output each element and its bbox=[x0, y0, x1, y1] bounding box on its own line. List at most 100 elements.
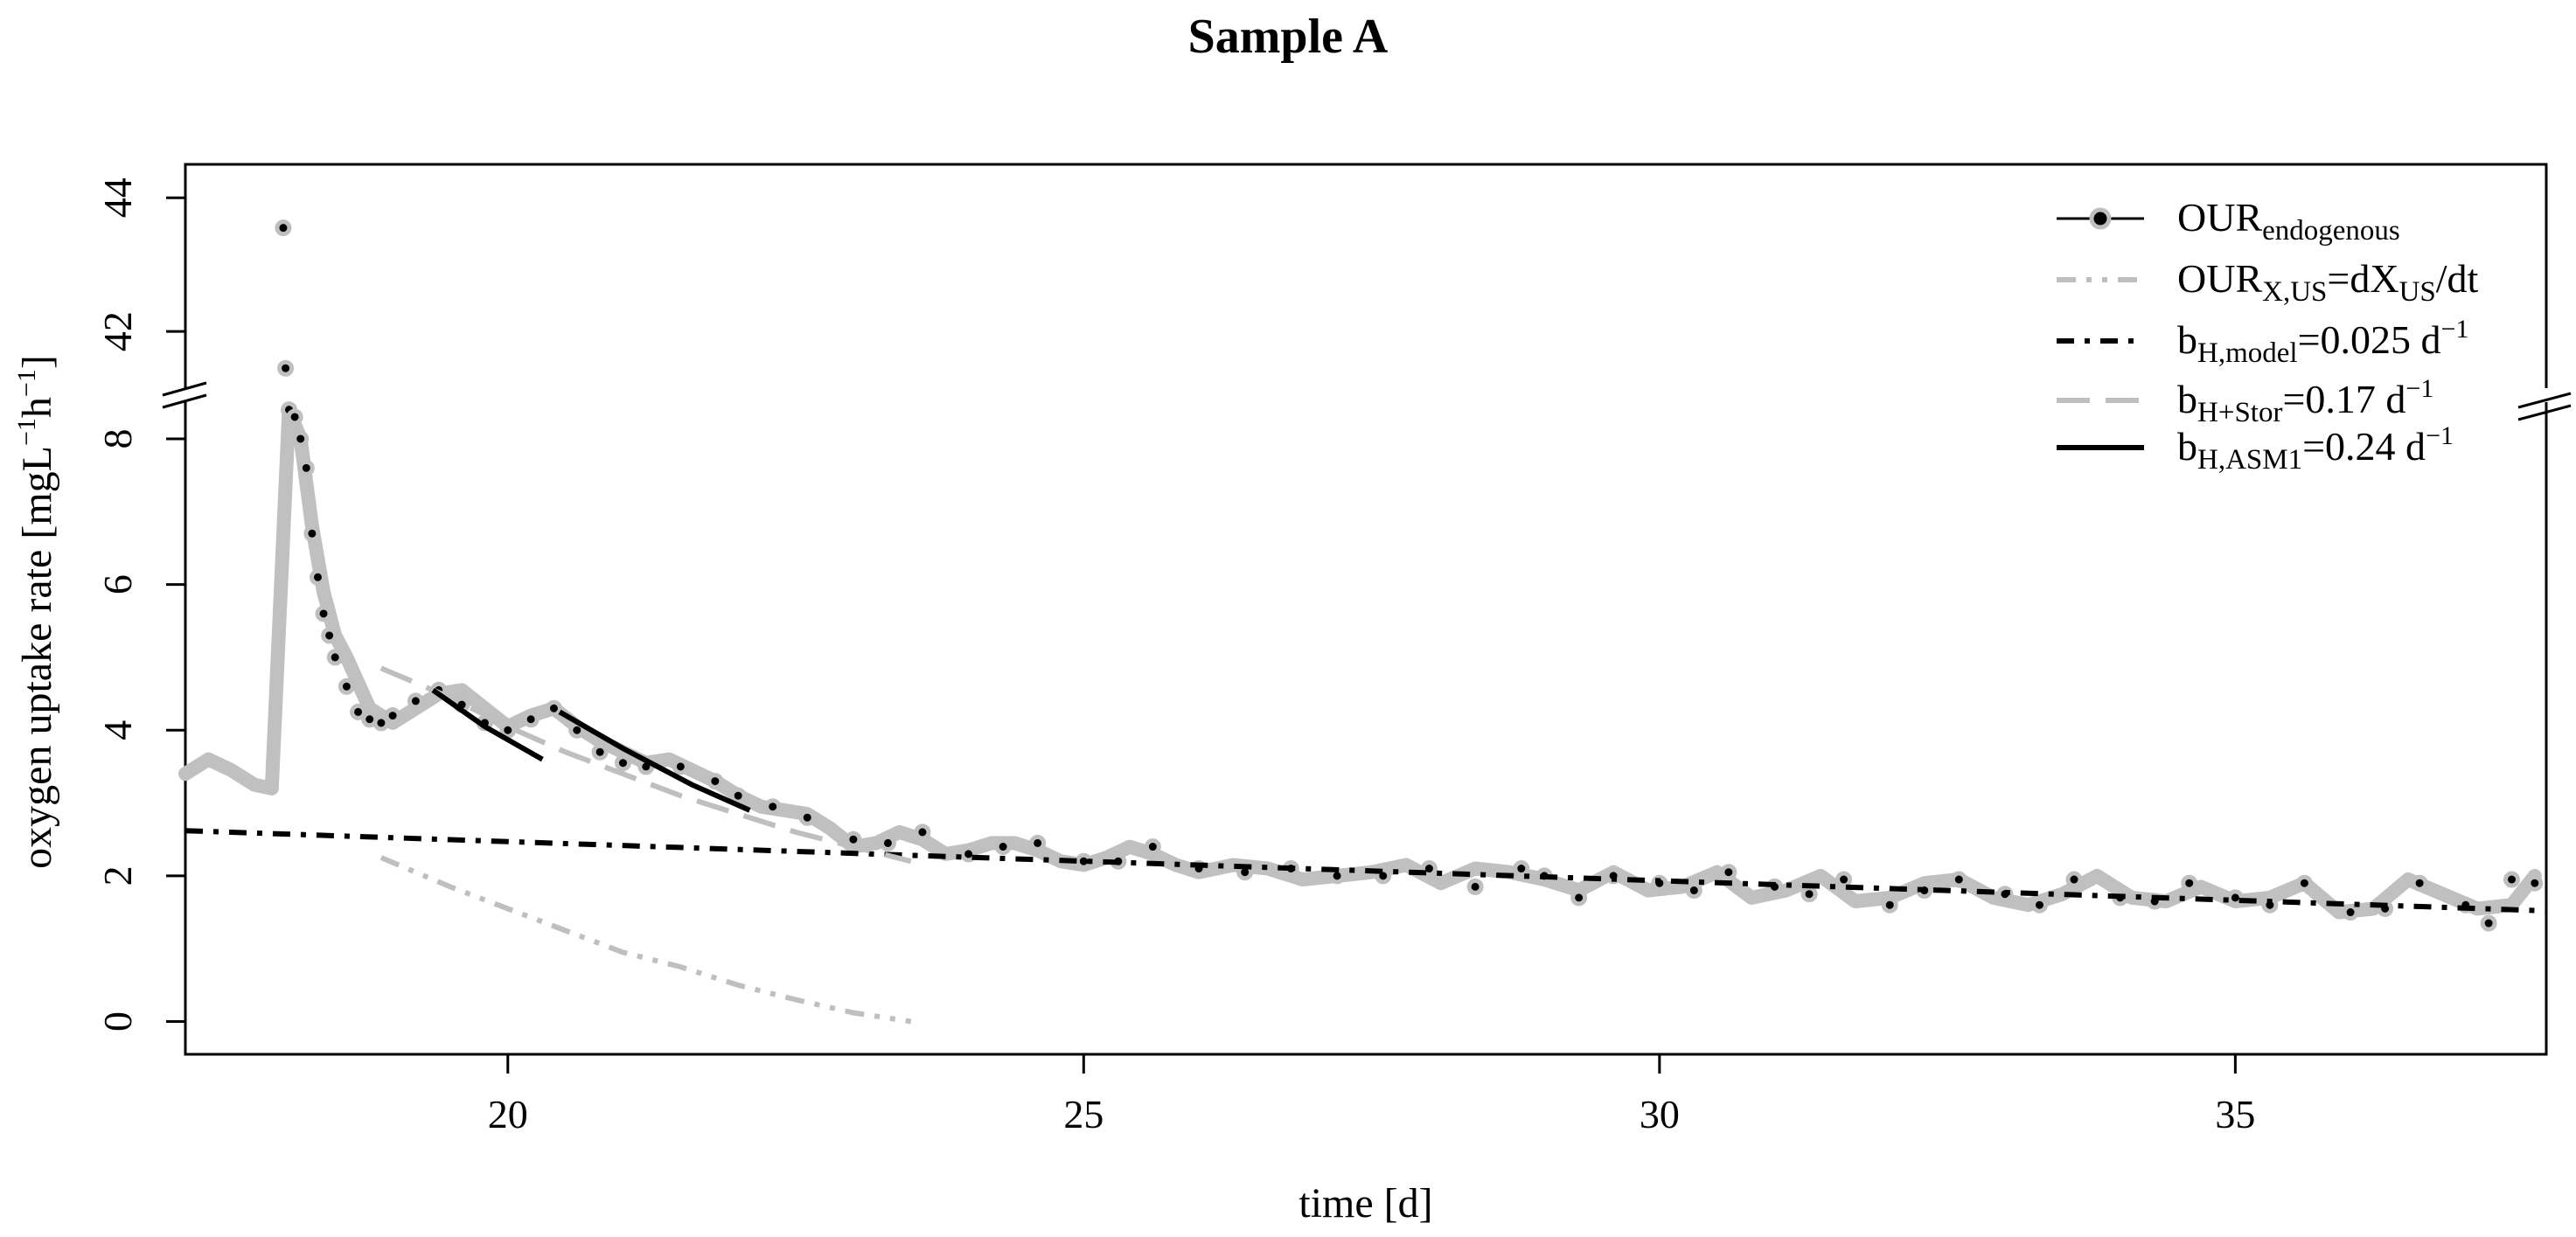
our-endogenous-point bbox=[277, 359, 295, 377]
legend-label-bh-asm1-tail: =0.24 d bbox=[2302, 424, 2426, 469]
x-tick-label: 35 bbox=[2215, 1092, 2255, 1136]
our-endogenous-point bbox=[309, 568, 326, 586]
legend-label-bh-stor-main: b bbox=[2177, 377, 2197, 421]
our-endogenous-point bbox=[2480, 914, 2497, 932]
our-endogenous-point bbox=[321, 627, 338, 644]
our-endogenous-point bbox=[1881, 896, 1898, 914]
our-endogenous-point bbox=[614, 754, 631, 772]
our-endogenous-point bbox=[2181, 874, 2198, 892]
legend-label-our-endogenous: OURendogenous bbox=[2177, 195, 2400, 247]
our-endogenous-point bbox=[879, 834, 896, 851]
our-endogenous-point bbox=[303, 525, 321, 542]
y-axis: 0 2 4 6 8 42 44 bbox=[95, 177, 185, 1032]
y-tick-label: 42 bbox=[95, 311, 140, 351]
y-axis-label-mid: h bbox=[14, 397, 60, 418]
our-endogenous-point bbox=[350, 703, 367, 720]
our-endogenous-point bbox=[960, 845, 978, 863]
y-tick-label: 0 bbox=[95, 1011, 140, 1032]
legend-label-bh-stor: bH+Stor=0.17 d−1 bbox=[2177, 374, 2433, 428]
legend-label-bh-stor-sub: H+Stor bbox=[2197, 397, 2282, 428]
legend-item-bh-model: bH,model=0.025 d−1 bbox=[2057, 315, 2468, 369]
our-endogenous-point bbox=[2295, 874, 2313, 892]
our-endogenous-point bbox=[1800, 886, 1818, 903]
y-tick-label: 44 bbox=[95, 177, 140, 218]
x-tick-label: 20 bbox=[488, 1092, 528, 1136]
legend-label-bh-asm1: bH,ASM1=0.24 d−1 bbox=[2177, 421, 2454, 476]
our-endogenous-point bbox=[2065, 871, 2083, 888]
our-endogenous-point bbox=[1950, 871, 1967, 888]
our-endogenous-point bbox=[591, 743, 609, 761]
our-endogenous-point bbox=[994, 838, 1012, 856]
legend-label-our-xus-tail2: /dt bbox=[2436, 256, 2479, 301]
our-endogenous-point bbox=[1720, 864, 1737, 881]
bh-stor-line bbox=[379, 665, 912, 865]
y-axis-break-left bbox=[162, 381, 207, 409]
our-endogenous-point bbox=[1144, 838, 1161, 856]
legend-label-bh-model-main: b bbox=[2177, 317, 2197, 362]
bh-asm1-line bbox=[431, 687, 544, 762]
our-endogenous-point bbox=[326, 649, 344, 666]
legend: OURendogenous OURX,US=dXUS/dt bH,model=0… bbox=[2057, 195, 2479, 476]
y-tick-label: 2 bbox=[95, 865, 140, 886]
y-axis-break-right bbox=[2517, 388, 2572, 421]
our-endogenous-point bbox=[914, 824, 931, 841]
our-endogenous-point bbox=[672, 758, 689, 775]
our-endogenous-point bbox=[292, 430, 310, 448]
our-endogenous-point bbox=[315, 605, 332, 622]
y-tick-label: 8 bbox=[95, 428, 140, 448]
legend-marker-our-endogenous bbox=[2089, 207, 2112, 230]
our-endogenous-point bbox=[1835, 871, 1853, 888]
our-endogenous-point bbox=[338, 678, 355, 695]
legend-item-bh-stor: bH+Stor=0.17 d−1 bbox=[2057, 374, 2433, 428]
our-endogenous-point bbox=[1513, 860, 1530, 878]
y-axis-label: oxygen uptake rate [mgL−1h−1] bbox=[12, 355, 60, 869]
legend-item-our-endogenous: OURendogenous bbox=[2057, 195, 2400, 247]
our-endogenous-point bbox=[1029, 834, 1047, 851]
our-endogenous-point bbox=[798, 809, 816, 826]
our-endogenous-point bbox=[522, 711, 540, 728]
legend-label-bh-model-sub: H,model bbox=[2197, 337, 2298, 369]
legend-label-our-endogenous-main: OUR bbox=[2177, 195, 2262, 240]
legend-item-bh-asm1: bH,ASM1=0.24 d−1 bbox=[2057, 421, 2454, 476]
y-axis-label-prefix: oxygen uptake rate [mgL bbox=[14, 446, 60, 869]
x-axis-label: time [d] bbox=[1298, 1180, 1432, 1227]
legend-label-our-xus-main: OUR bbox=[2177, 256, 2262, 301]
our-xus-line bbox=[379, 855, 912, 1025]
legend-label-bh-model-tail: =0.025 d bbox=[2298, 317, 2441, 362]
our-endogenous-point bbox=[2226, 889, 2244, 907]
legend-label-our-endogenous-sub: endogenous bbox=[2262, 215, 2400, 247]
x-axis: 20 25 30 35 bbox=[488, 1054, 2255, 1136]
legend-label-bh-stor-tail: =0.17 d bbox=[2282, 377, 2405, 421]
legend-label-our-xus: OURX,US=dXUS/dt bbox=[2177, 256, 2479, 308]
raw-trace-line bbox=[178, 402, 2542, 920]
our-endogenous-point bbox=[384, 707, 401, 725]
legend-label-our-xus-sub2: US bbox=[2399, 276, 2436, 308]
our-endogenous-point bbox=[297, 459, 315, 476]
plot-frame bbox=[184, 163, 2548, 1056]
our-endogenous-point bbox=[729, 787, 747, 804]
x-tick-label: 30 bbox=[1640, 1092, 1680, 1136]
bh-asm1-line bbox=[558, 709, 751, 813]
our-endogenous-point bbox=[2342, 904, 2359, 921]
our-endogenous-point bbox=[407, 692, 424, 710]
bh-model-line bbox=[184, 828, 2547, 914]
legend-label-bh-stor-sup: −1 bbox=[2405, 374, 2433, 403]
our-endogenous-point bbox=[286, 408, 303, 426]
our-endogenous-point bbox=[1570, 889, 1588, 907]
legend-label-bh-asm1-sup: −1 bbox=[2426, 421, 2454, 450]
legend-label-our-xus-sub: X,US bbox=[2262, 276, 2327, 308]
x-tick-label: 25 bbox=[1063, 1092, 1104, 1136]
legend-item-our-xus: OURX,US=dXUS/dt bbox=[2057, 256, 2479, 308]
our-endogenous-point bbox=[1685, 882, 1702, 900]
our-endogenous-point bbox=[764, 798, 782, 816]
legend-label-our-xus-tail: =dX bbox=[2327, 256, 2398, 301]
our-endogenous-point bbox=[2030, 896, 2048, 914]
chart-title: Sample A bbox=[1188, 10, 1389, 64]
y-tick-label: 4 bbox=[95, 720, 140, 740]
our-endogenous-point bbox=[2526, 874, 2544, 892]
legend-label-bh-asm1-main: b bbox=[2177, 424, 2197, 469]
y-axis-label-sup2: −1 bbox=[12, 369, 41, 397]
our-endogenous-point bbox=[707, 773, 724, 790]
